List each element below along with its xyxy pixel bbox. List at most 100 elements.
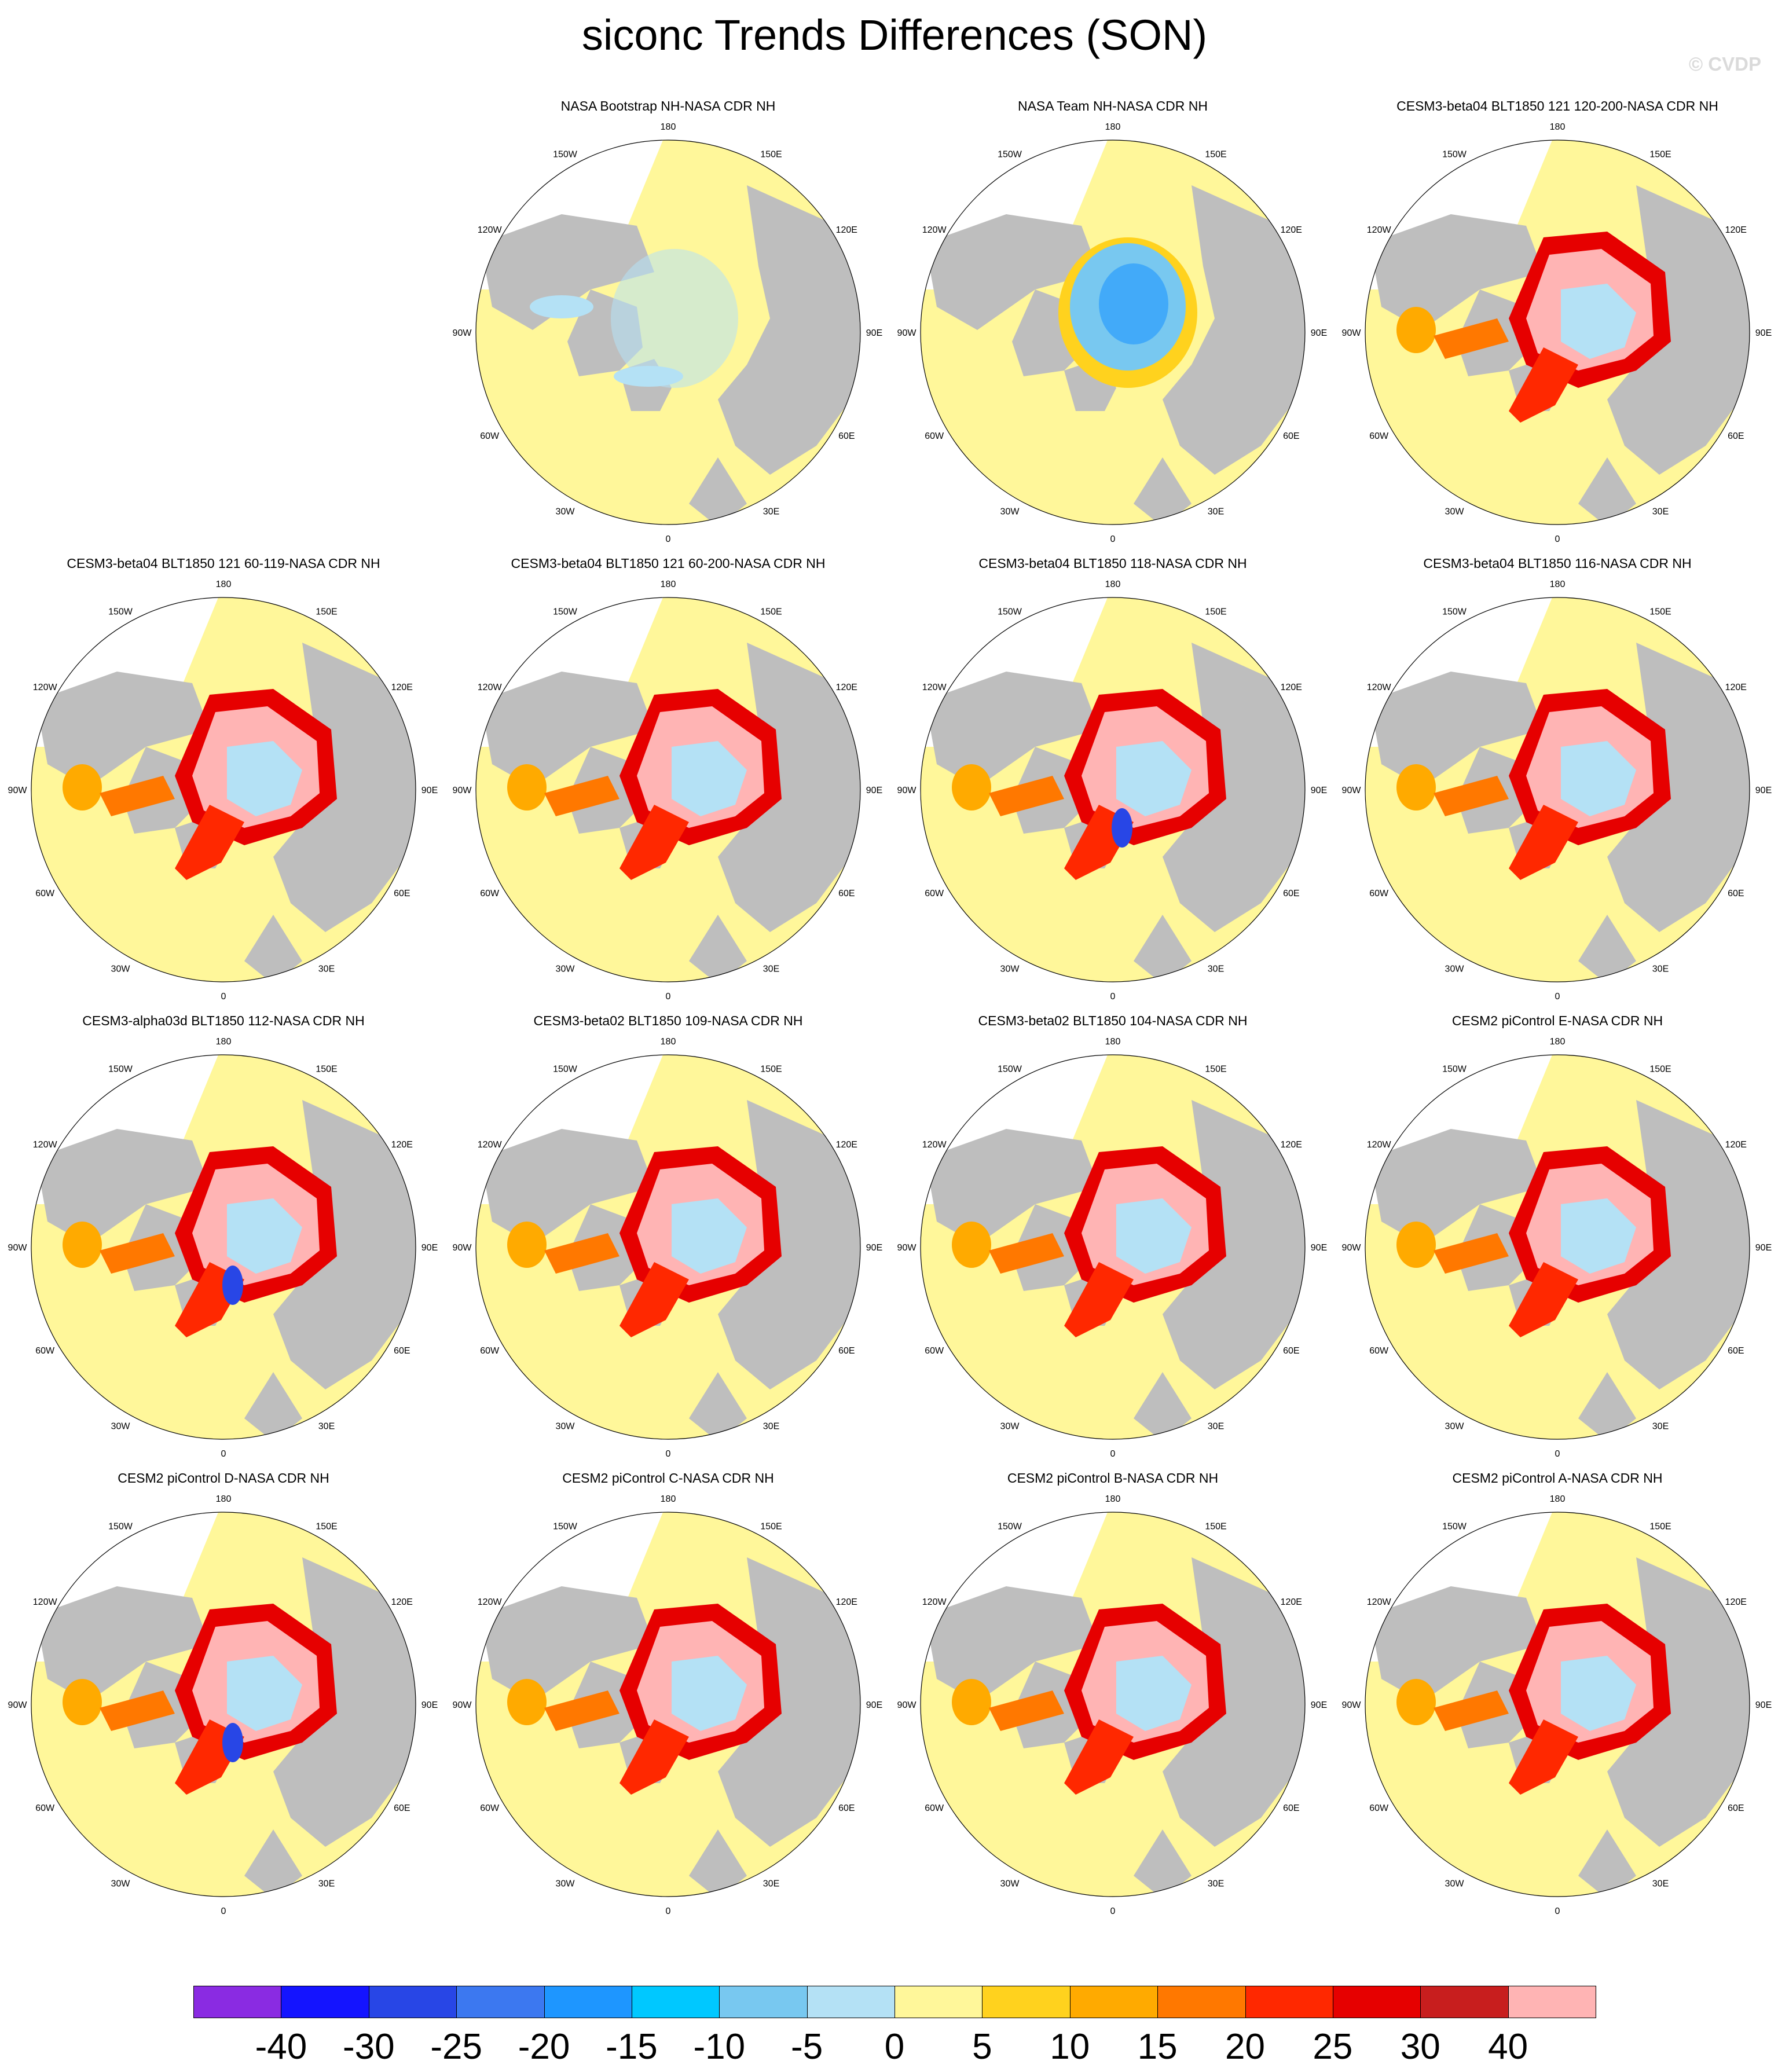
map-panel: CESM3-beta04 BLT1850 116-NASA CDR NH 180 1… (1335, 556, 1780, 1012)
eurasia-land (1163, 1557, 1305, 1847)
ice-anomaly-edge (1064, 1719, 1134, 1795)
longitude-label: 90E (1311, 328, 1327, 338)
longitude-label: 30W (1000, 1879, 1020, 1888)
longitude-label: 180 (1550, 580, 1566, 589)
north-america-land (925, 214, 1099, 330)
colorbar-label: 25 (1313, 2027, 1353, 2067)
longitude-label: 60W (1369, 1803, 1389, 1813)
map-boundary (31, 1054, 416, 1440)
ice-anomaly (507, 764, 547, 811)
ice-anomaly-core (672, 1656, 747, 1731)
panel-title: CESM3-beta04 BLT1850 118-NASA CDR NH (978, 556, 1247, 571)
longitude-label: 60W (1369, 431, 1389, 441)
longitude-label: 30E (1652, 964, 1669, 974)
ice-anomaly (507, 1222, 547, 1268)
longitude-label: 0 (1110, 534, 1116, 544)
ice-anomaly-core (672, 1198, 747, 1274)
longitude-label: 90W (8, 1700, 28, 1710)
longitude-label: 90W (453, 786, 472, 795)
longitude-label: 90E (421, 1243, 438, 1253)
longitude-label: 150E (760, 150, 782, 160)
map-panel: CESM3-beta02 BLT1850 104-NASA CDR NH 180 1… (890, 1013, 1335, 1469)
panel-title: NASA Bootstrap NH-NASA CDR NH (560, 98, 776, 113)
longitude-label: 120E (1281, 1140, 1302, 1150)
north-america-land (36, 672, 210, 787)
scandinavia-land (689, 915, 747, 982)
longitude-label: 120E (836, 1140, 857, 1150)
longitude-label: 120E (1281, 225, 1302, 235)
eurasia-land (1163, 1100, 1305, 1389)
longitude-label: 150W (108, 607, 133, 617)
north-america-land (481, 1586, 654, 1702)
longitude-label: 60E (1283, 1346, 1299, 1356)
colorbar-box (982, 1986, 1071, 2018)
eurasia-land (273, 1557, 416, 1847)
eurasia-land (1607, 1557, 1750, 1847)
north-america-land (36, 1129, 210, 1245)
north-america-land (1370, 1129, 1544, 1245)
longitude-label: 90E (421, 786, 438, 795)
north-america-land (1370, 1586, 1544, 1702)
longitude-label: 30E (1652, 507, 1669, 516)
longitude-label: 120W (922, 1140, 947, 1150)
scandinavia-land (1134, 1372, 1192, 1439)
ice-anomaly-edge (1064, 1262, 1134, 1337)
longitude-label: 90E (1311, 1243, 1327, 1253)
ice-anomaly (100, 776, 175, 816)
longitude-label: 120E (836, 225, 857, 235)
longitude-label: 150W (553, 607, 578, 617)
north-america-land (1370, 214, 1544, 330)
longitude-label: 150W (553, 150, 578, 160)
panel-title: CESM3-beta04 BLT1850 116-NASA CDR NH (1423, 556, 1692, 571)
longitude-label: 180 (661, 580, 676, 589)
eurasia-land (1607, 1100, 1750, 1389)
colorbar-label: -40 (255, 2027, 307, 2067)
scandinavia-land (244, 1372, 302, 1439)
longitude-label: 60W (480, 431, 500, 441)
scandinavia-land (1578, 1372, 1636, 1439)
colorbar-label: 0 (884, 2027, 905, 2067)
longitude-label: 180 (1105, 122, 1121, 132)
map-panel: CESM3-beta02 BLT1850 109-NASA CDR NH 180 1… (446, 1013, 890, 1469)
ice-anomaly (63, 1222, 102, 1268)
colorbar-box (719, 1986, 808, 2018)
longitude-label: 30E (763, 1879, 779, 1888)
colorbar-box (368, 1986, 457, 2018)
longitude-label: 120E (391, 683, 413, 692)
longitude-label: 180 (661, 122, 676, 132)
longitude-label: 0 (666, 992, 671, 1002)
longitude-label: 120W (478, 1597, 503, 1607)
longitude-label: 30W (556, 1421, 575, 1431)
colorbar-box (456, 1986, 545, 2018)
longitude-label: 30E (1652, 1879, 1669, 1888)
longitude-label: 30W (556, 964, 575, 974)
colorbar-box (1245, 1986, 1333, 2018)
longitude-label: 30E (1208, 507, 1224, 516)
longitude-label: 90W (897, 1243, 917, 1253)
panel-title: CESM2 piControl C-NASA CDR NH (562, 1470, 774, 1486)
longitude-label: 150E (316, 1065, 337, 1074)
longitude-label: 120W (478, 225, 503, 235)
map-boundary (475, 1054, 861, 1440)
longitude-label: 120W (922, 1597, 947, 1607)
longitude-label: 30E (1208, 1879, 1224, 1888)
longitude-label: 120E (836, 683, 857, 692)
scandinavia-land (244, 1829, 302, 1897)
eurasia-land (718, 1557, 860, 1847)
longitude-label: 150E (1649, 607, 1671, 617)
longitude-label: 30W (556, 1879, 575, 1888)
ice-anomaly-negative (222, 1723, 243, 1762)
ice-anomaly (1396, 1222, 1436, 1268)
longitude-label: 0 (221, 992, 226, 1002)
ice-anomaly-core (1561, 741, 1636, 816)
panel-title: CESM3-beta04 BLT1850 121 120-200-NASA CD… (1396, 98, 1718, 113)
longitude-label: 120W (33, 1597, 58, 1607)
map-panel: CESM3-beta04 BLT1850 121 60-119-NASA CDR… (1, 556, 446, 1012)
colorbar-label: 5 (972, 2027, 992, 2067)
ice-anomaly (1434, 776, 1509, 816)
ice-anomaly-core (1561, 284, 1636, 359)
map-panel: CESM2 piControl B-NASA CDR NH 180 150E 120E… (890, 1470, 1335, 1927)
longitude-label: 120W (33, 683, 58, 692)
longitude-label: 120W (1367, 225, 1392, 235)
ice-anomaly (1396, 1679, 1436, 1725)
